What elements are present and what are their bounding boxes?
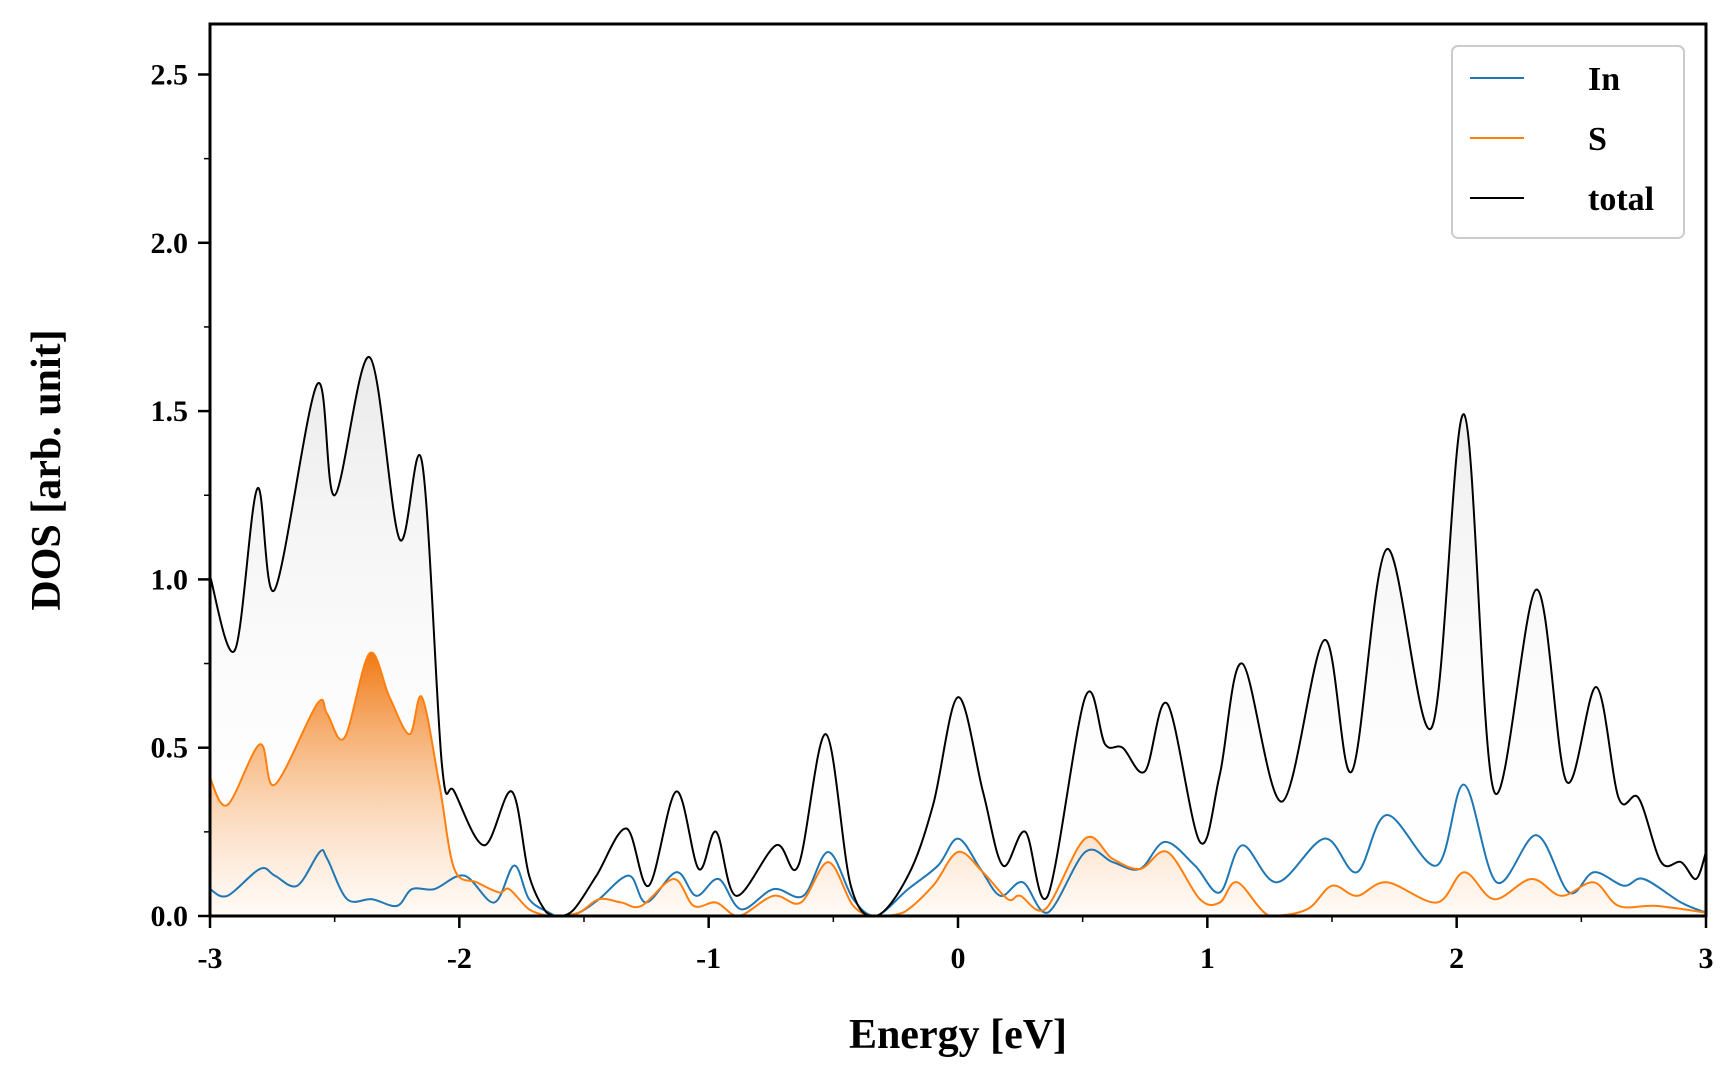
legend-label-s: S (1588, 121, 1607, 158)
x-tick-label: 1 (1200, 942, 1215, 975)
y-tick-label: 0.0 (151, 900, 189, 933)
legend-box (1451, 45, 1685, 239)
y-tick-label: 1.0 (151, 563, 189, 596)
series-line-s (210, 651, 1706, 916)
x-tick-label: 0 (951, 942, 966, 975)
series-fill-s (210, 652, 1706, 916)
x-tick-label: 3 (1699, 942, 1714, 975)
legend: In S total (1451, 45, 1685, 239)
x-tick-label: 2 (1449, 942, 1464, 975)
y-tick-label: 2.5 (151, 58, 189, 91)
series-fill-total (210, 356, 1706, 916)
y-axis-title: DOS [arb. unit] (24, 329, 70, 610)
x-axis-title: Energy [eV] (849, 1012, 1067, 1058)
legend-label-total: total (1588, 181, 1654, 218)
x-tick-label: -2 (447, 942, 472, 975)
x-tick-label: -3 (198, 942, 223, 975)
y-tick-label: 1.5 (151, 395, 189, 428)
plot-frame (208, 22, 1708, 918)
y-tick-label: 2.0 (151, 227, 189, 260)
x-tick-label: -1 (696, 942, 721, 975)
legend-label-in: In (1588, 61, 1620, 98)
series-line-total (210, 356, 1706, 916)
y-tick-label: 0.5 (151, 732, 189, 765)
